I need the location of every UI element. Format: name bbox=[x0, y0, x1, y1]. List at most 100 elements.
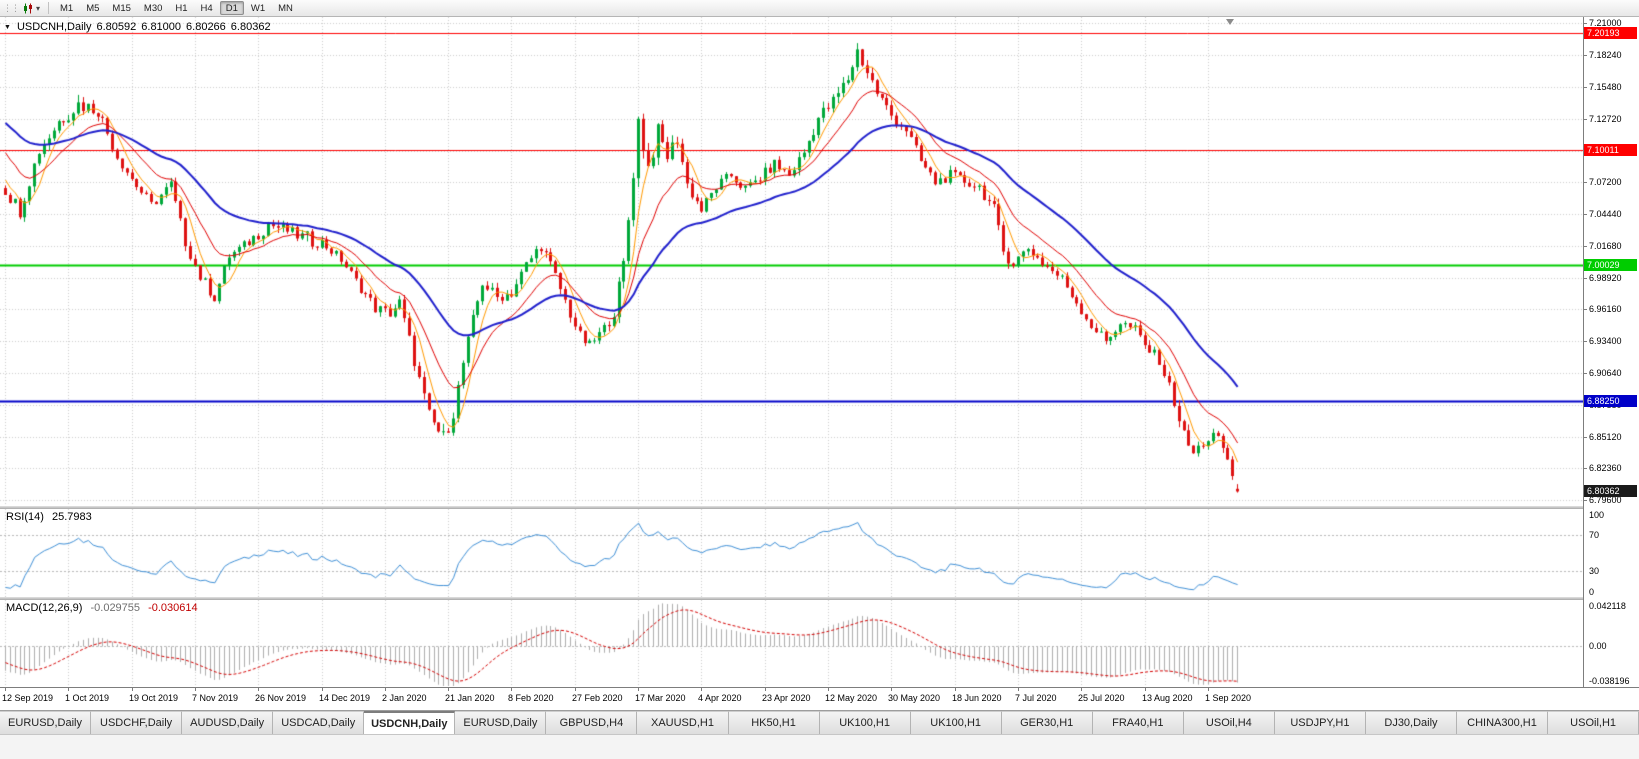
scale-tick-mark bbox=[1584, 246, 1587, 247]
symbol-tab-eurusd-daily[interactable]: EURUSD,Daily bbox=[455, 711, 547, 734]
rsi-value: 25.7983 bbox=[51, 511, 92, 523]
scale-tick-mark bbox=[1584, 341, 1587, 342]
date-tick-mark bbox=[5, 688, 6, 691]
date-tick-mark bbox=[765, 688, 766, 691]
chart-shift-marker[interactable] bbox=[1226, 19, 1234, 25]
macd-panel-canvas[interactable] bbox=[0, 600, 1583, 687]
date-tick-mark bbox=[1208, 688, 1209, 691]
toolbar-separator bbox=[48, 2, 50, 14]
timeframe-button-m5[interactable]: M5 bbox=[86, 3, 100, 14]
symbol-tab-xauusd-h1[interactable]: XAUUSD,H1 bbox=[637, 711, 729, 734]
symbol-tab-china300-h1[interactable]: CHINA300,H1 bbox=[1457, 711, 1549, 734]
timeframe-button-m30[interactable]: M30 bbox=[143, 3, 163, 14]
symbol-tab-usdjpy-h1[interactable]: USDJPY,H1 bbox=[1274, 711, 1366, 734]
symbol-tab-hk50-h1[interactable]: HK50,H1 bbox=[728, 711, 820, 734]
rsi-scale-label: 70 bbox=[1589, 530, 1600, 540]
date-axis-label: 7 Nov 2019 bbox=[192, 693, 239, 703]
date-tick-mark bbox=[701, 688, 702, 691]
date-axis-label: 13 Aug 2020 bbox=[1142, 693, 1193, 703]
chart-type-dropdown-icon[interactable]: ▾ bbox=[36, 3, 41, 13]
timeframe-button-mn[interactable]: MN bbox=[278, 3, 293, 14]
date-tick-mark bbox=[322, 688, 323, 691]
date-axis-label: 19 Oct 2019 bbox=[129, 693, 179, 703]
price-tick-label: 6.79600 bbox=[1589, 495, 1622, 505]
rsi-scale-label: 30 bbox=[1589, 566, 1600, 576]
symbol-tab-fra40-h1[interactable]: FRA40,H1 bbox=[1092, 711, 1184, 734]
chart-close-value: 6.80362 bbox=[230, 21, 271, 33]
price-level-badge: 6.88250 bbox=[1584, 395, 1637, 407]
date-axis-label: 30 May 2020 bbox=[888, 693, 941, 703]
symbol-tab-gbpusd-h4[interactable]: GBPUSD,H4 bbox=[546, 711, 638, 734]
main-chart-canvas[interactable] bbox=[0, 17, 1583, 506]
date-axis-label: 23 Apr 2020 bbox=[762, 693, 811, 703]
rsi-scale-label: 100 bbox=[1589, 510, 1605, 520]
scale-tick-mark bbox=[1584, 87, 1587, 88]
symbol-tab-usdcnh-daily[interactable]: USDCNH,Daily bbox=[364, 711, 456, 734]
chart-type-icon[interactable] bbox=[23, 3, 34, 14]
price-tick-label: 6.90640 bbox=[1589, 368, 1622, 378]
date-tick-mark bbox=[891, 688, 892, 691]
rsi-name: RSI(14) bbox=[6, 511, 44, 523]
date-axis[interactable]: 12 Sep 2019 1 Oct 2019 19 Oct 2019 7 Nov 20… bbox=[0, 687, 1639, 710]
panel-separator[interactable] bbox=[0, 597, 1639, 600]
price-tick-label: 6.85120 bbox=[1589, 432, 1622, 442]
price-tick-label: 6.82360 bbox=[1589, 463, 1622, 473]
price-level-badge: 7.10011 bbox=[1584, 144, 1637, 156]
current-price-badge: 6.80362 bbox=[1584, 485, 1637, 497]
timeframe-button-h1[interactable]: H1 bbox=[175, 3, 188, 14]
price-tick-label: 7.18240 bbox=[1589, 50, 1622, 60]
symbol-tab-usdchf-daily[interactable]: USDCHF,Daily bbox=[91, 711, 183, 734]
symbol-tab-usoil-h4[interactable]: USOil,H4 bbox=[1183, 711, 1275, 734]
symbol-tab-usdcad-daily[interactable]: USDCAD,Daily bbox=[273, 711, 365, 734]
price-level-badge: 7.20193 bbox=[1584, 27, 1637, 39]
date-tick-mark bbox=[575, 688, 576, 691]
price-tick-label: 7.07200 bbox=[1589, 177, 1622, 187]
rsi-scale-label: 0 bbox=[1589, 587, 1595, 597]
symbol-tab-eurusd-daily[interactable]: EURUSD,Daily bbox=[0, 711, 92, 734]
panel-separator[interactable] bbox=[0, 506, 1639, 509]
chart-symbol-label: USDCNH,Daily bbox=[16, 21, 92, 33]
symbol-tab-uk100-h1[interactable]: UK100,H1 bbox=[819, 711, 911, 734]
timeframe-button-w1[interactable]: W1 bbox=[250, 3, 266, 14]
date-tick-mark bbox=[132, 688, 133, 691]
timeframe-button-h4[interactable]: H4 bbox=[200, 3, 213, 14]
date-tick-mark bbox=[195, 688, 196, 691]
timeframe-button-d1[interactable]: D1 bbox=[219, 1, 244, 15]
scale-tick-mark bbox=[1584, 278, 1587, 279]
date-tick-mark bbox=[511, 688, 512, 691]
scale-tick-mark bbox=[1584, 119, 1587, 120]
date-axis-label: 12 May 2020 bbox=[825, 693, 878, 703]
date-axis-label: 18 Jun 2020 bbox=[952, 693, 1002, 703]
price-tick-label: 6.98920 bbox=[1589, 273, 1622, 283]
timeframe-button-m15[interactable]: M15 bbox=[112, 3, 131, 14]
price-scale[interactable]: 7.210007.182407.154807.127207.099607.072… bbox=[1583, 17, 1639, 687]
chart-open-value: 6.80592 bbox=[96, 21, 137, 33]
price-tick-label: 7.12720 bbox=[1589, 114, 1622, 124]
rsi-panel-canvas[interactable] bbox=[0, 509, 1583, 597]
chart-high-value: 6.81000 bbox=[141, 21, 182, 33]
rsi-indicator-label: RSI(14) 25.7983 bbox=[6, 511, 92, 523]
scale-tick-mark bbox=[1584, 468, 1587, 469]
price-tick-label: 6.93400 bbox=[1589, 336, 1622, 346]
date-axis-label: 17 Mar 2020 bbox=[635, 693, 686, 703]
symbol-tab-uk100-h1[interactable]: UK100,H1 bbox=[910, 711, 1002, 734]
date-axis-label: 1 Oct 2019 bbox=[65, 693, 110, 703]
toolbar-grip[interactable]: ⋮⋮ bbox=[3, 2, 20, 13]
symbol-tab-usoil-h1[interactable]: USOil,H1 bbox=[1548, 711, 1639, 734]
date-tick-mark bbox=[1018, 688, 1019, 691]
macd-name: MACD(12,26,9) bbox=[6, 602, 83, 614]
symbol-tab-ger30-h1[interactable]: GER30,H1 bbox=[1001, 711, 1093, 734]
scale-tick-mark bbox=[1584, 23, 1587, 24]
symbol-tab-audusd-daily[interactable]: AUDUSD,Daily bbox=[182, 711, 274, 734]
date-axis-label: 25 Jul 2020 bbox=[1078, 693, 1125, 703]
scale-tick-mark bbox=[1584, 214, 1587, 215]
price-tick-label: 7.01680 bbox=[1589, 241, 1622, 251]
macd-scale-label: -0.038196 bbox=[1589, 676, 1630, 686]
symbol-tab-dj30-daily[interactable]: DJ30,Daily bbox=[1365, 711, 1457, 734]
date-axis-label: 8 Feb 2020 bbox=[508, 693, 554, 703]
date-axis-label: 26 Nov 2019 bbox=[255, 693, 307, 703]
date-tick-mark bbox=[1145, 688, 1146, 691]
timeframe-button-m1[interactable]: M1 bbox=[60, 3, 74, 14]
scale-tick-mark bbox=[1584, 55, 1587, 56]
one-click-trading-toggle-icon[interactable]: ▼ bbox=[4, 23, 11, 31]
